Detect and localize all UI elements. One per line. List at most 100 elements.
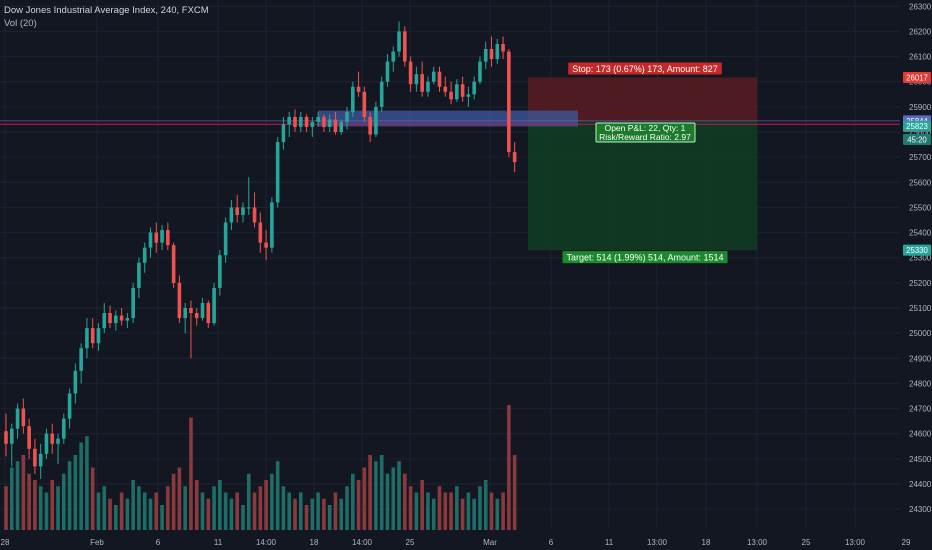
price-tick-label: 25300 (909, 254, 932, 263)
candle-body (177, 282, 182, 319)
candle (449, 81, 453, 105)
candle (73, 363, 78, 404)
volume-bar (368, 455, 372, 530)
volume-bar (189, 417, 193, 530)
volume-bar (437, 486, 442, 530)
candle-body (62, 418, 66, 439)
svg-text:25330: 25330 (906, 246, 928, 255)
candle-body (345, 111, 349, 122)
candle (420, 61, 424, 97)
candle (183, 302, 187, 334)
open-pnl-text: Open P&L: 22, Qty: 1 (605, 123, 686, 133)
candle (108, 305, 112, 329)
candle-body (489, 49, 494, 60)
candle (322, 114, 326, 132)
candle-body (304, 116, 309, 127)
price-tick-label: 24800 (909, 379, 932, 388)
candle (304, 114, 309, 132)
candle (9, 423, 14, 467)
candle-body (137, 262, 141, 288)
candle-body (258, 222, 263, 243)
candle (293, 109, 297, 132)
candle (478, 56, 482, 85)
candle-body (212, 287, 216, 324)
volume-bar (397, 461, 401, 530)
volume-bar (512, 455, 517, 530)
candle-body (327, 119, 332, 127)
price-tick-label: 24900 (909, 354, 932, 363)
time-axis-background (0, 533, 932, 550)
candle (472, 76, 476, 100)
candle (67, 388, 72, 429)
stop-label: Stop: 173 (0.67%) 173, Amount: 827 (568, 62, 722, 75)
candle (246, 177, 251, 215)
candle (137, 257, 141, 298)
volume-bar (206, 498, 211, 530)
candle (298, 111, 303, 132)
volume-bar (455, 486, 459, 530)
volume-bar (420, 480, 424, 530)
price-tick-label: 25100 (909, 304, 932, 313)
price-tick-label: 25600 (909, 178, 932, 187)
price-axis-marker: 25330 (903, 244, 931, 256)
candle (333, 111, 338, 135)
volume-bar (322, 498, 326, 530)
time-tick-label: 14:00 (256, 538, 277, 547)
time-axis[interactable]: 28 Feb 6 11 14:00 18 14:00 25 Mar 6 11 13:00 18 13:00… (0, 533, 932, 550)
candle-body (142, 247, 147, 263)
volume-bar (119, 492, 124, 530)
volume-bars (4, 405, 517, 530)
candle-body (102, 313, 107, 329)
candle (281, 116, 286, 150)
volume-bar (62, 473, 66, 530)
price-tick-label: 25800 (909, 128, 932, 137)
candle (177, 275, 182, 324)
candle-body (119, 315, 124, 321)
time-tick-label: 25 (406, 538, 415, 547)
price-tick-label: 26300 (909, 2, 932, 11)
candle (119, 308, 124, 326)
volume-bar (501, 492, 505, 530)
volume-indicator-title[interactable]: Vol (20) (4, 18, 37, 29)
price-axis[interactable]: 24300 24400 24500 24600 24700 24800 24900 25000… (900, 0, 932, 550)
volume-bar (379, 455, 384, 530)
svg-text:45:20: 45:20 (907, 136, 927, 145)
svg-text:26017: 26017 (906, 73, 928, 82)
entry-price-band[interactable] (318, 110, 578, 127)
time-tick-label: 18 (702, 538, 711, 547)
time-tick-label: 13:00 (845, 538, 866, 547)
price-tick-label: 24700 (909, 405, 932, 414)
volume-bar (403, 473, 407, 530)
symbol-title[interactable]: Dow Jones Industrial Average Index, 240,… (4, 5, 209, 16)
candle-body (160, 230, 164, 243)
candle-body (252, 207, 257, 223)
candle-body (287, 116, 292, 125)
volume-bar (79, 442, 83, 530)
price-tick-label: 24300 (909, 505, 932, 514)
candle-body (275, 142, 280, 203)
price-tick-label: 24400 (909, 480, 932, 489)
volume-bar (443, 492, 448, 530)
candle-body (316, 116, 320, 122)
candle (21, 398, 26, 434)
candle (79, 343, 83, 384)
volume-bar (177, 467, 182, 530)
volume-bar (171, 473, 176, 530)
candle (27, 418, 31, 459)
volume-bar (431, 498, 436, 530)
candle-body (189, 308, 193, 314)
candle-body (379, 81, 384, 107)
chart-legend: Dow Jones Industrial Average Index, 240,… (4, 4, 209, 30)
candle (460, 76, 465, 102)
volume-bar (327, 505, 332, 530)
candle-body (443, 86, 448, 92)
candle-body (264, 242, 268, 248)
time-tick-label: Mar (483, 538, 497, 547)
grid (0, 0, 907, 528)
candle-body (368, 116, 372, 135)
svg-text:Stop: 173 (0.67%) 173, Amount:: Stop: 173 (0.67%) 173, Amount: 827 (572, 64, 718, 74)
volume-bar (316, 492, 320, 530)
volume-bar (385, 473, 390, 530)
candle (379, 76, 384, 112)
